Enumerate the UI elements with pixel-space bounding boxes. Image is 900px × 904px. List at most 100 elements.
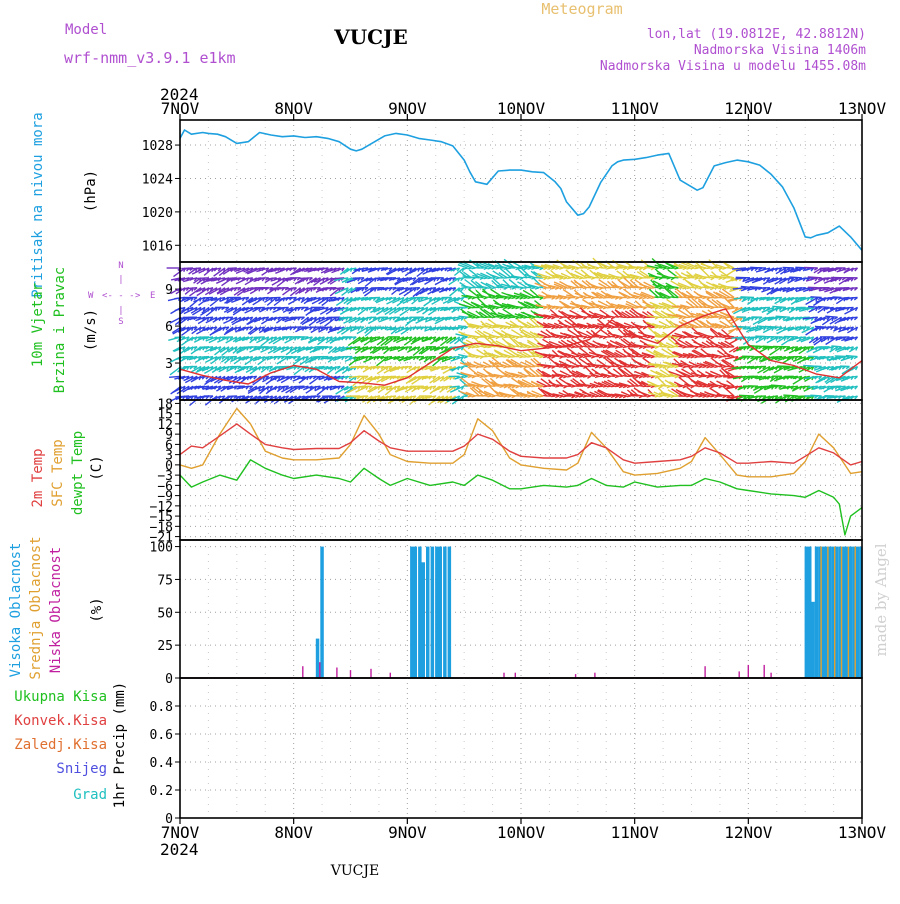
wind-barb-head: [710, 307, 714, 308]
wind-barb-head: [619, 386, 623, 387]
wind-barb-head: [543, 367, 547, 368]
compass-e-arrow: >: [135, 291, 141, 301]
wind-barb-head: [476, 396, 480, 397]
wind-barb-head: [663, 268, 667, 269]
wind-barb-head: [623, 386, 627, 387]
wind-barb-head: [718, 288, 722, 289]
pressure-units: (hPa): [83, 170, 99, 212]
wind-barb-head: [492, 366, 496, 367]
wind-barb-head: [488, 297, 492, 298]
wind-barb-head: [595, 268, 599, 269]
wind-barb: [473, 356, 483, 357]
wind-barb-head: [714, 288, 718, 289]
wind-barb-head: [679, 376, 683, 377]
wind-barb-head: [715, 357, 719, 358]
wind-barb-head: [667, 347, 671, 348]
wind-barb-head: [667, 298, 671, 299]
wind-barb-head: [559, 278, 563, 280]
wind-barb-head: [691, 367, 695, 369]
wind-barb-head: [492, 298, 496, 299]
wind-barb-head: [583, 327, 587, 328]
wind-barb-head: [520, 327, 524, 329]
wind-barb-head: [619, 317, 623, 318]
wind-barb-head: [726, 347, 730, 348]
wind-barb-head: [559, 268, 563, 269]
wind-barb-head: [464, 376, 468, 377]
wind-barb-head: [647, 357, 651, 358]
wind-barb: [736, 277, 750, 278]
wind-barb-head: [571, 337, 575, 338]
watermark: made by Angel: [872, 543, 890, 656]
wind-barb-head: [599, 367, 603, 369]
wind-barb-head: [663, 367, 667, 369]
wind-barb-head: [651, 357, 655, 358]
wind-barb-head: [472, 317, 476, 318]
wind-barb-head: [706, 317, 710, 318]
wind-barb-head: [595, 396, 599, 397]
wind-barb-head: [687, 288, 691, 289]
wind-barb-head: [583, 307, 587, 308]
wind-barb-head: [627, 396, 631, 397]
wind-barb-head: [552, 327, 556, 329]
wind-barb-head: [695, 337, 699, 339]
wind-barb-head: [591, 376, 595, 377]
wind-barb-head: [571, 386, 575, 387]
elevation: Nadmorska Visina 1406m: [694, 43, 866, 58]
wind-barb-head: [504, 367, 508, 368]
wind-barb-head: [599, 307, 603, 308]
wind-barb: [701, 277, 714, 278]
wind-barb-head: [464, 337, 468, 338]
wind-barb-head: [507, 268, 511, 269]
wind-barb-head: [488, 278, 492, 279]
wind-barb-head: [476, 367, 480, 369]
wind-barb-head: [496, 337, 500, 339]
wind-barb-head: [723, 396, 727, 398]
wind-barb-head: [492, 327, 496, 328]
wind-barb-head: [723, 278, 727, 280]
wind-barb-head: [655, 367, 659, 368]
pressure-ytick-label: 1020: [142, 206, 173, 221]
wind-barb-head: [718, 376, 722, 377]
wind-barb-head: [587, 268, 591, 269]
wind-barb-head: [623, 396, 627, 398]
wind-barb-head: [603, 298, 607, 299]
wind-barb-head: [611, 336, 615, 337]
wind-barb-head: [472, 396, 476, 397]
wind-barb-head: [663, 357, 667, 358]
wind-barb-head: [651, 395, 655, 396]
wind-barb-head: [484, 288, 488, 290]
wind-barb-head: [563, 298, 567, 299]
wind-barb-head: [539, 396, 543, 397]
wind-barb-head: [575, 317, 579, 319]
wind-barb-head: [543, 298, 547, 299]
wind-barb-head: [508, 298, 512, 300]
wind-barb: [339, 317, 352, 318]
wind-barb-head: [683, 357, 687, 358]
pressure-ytick-label: 1016: [142, 239, 173, 254]
temp-axis-title-3: dewpt Temp: [70, 431, 86, 515]
wind-barb-head: [607, 278, 611, 279]
wind-barb-head: [488, 288, 492, 289]
wind-barb-head: [651, 288, 655, 289]
wind-barb-head: [698, 307, 702, 308]
wind-barb-head: [535, 288, 539, 289]
wind-barb: [275, 288, 289, 289]
wind-barb-head: [671, 396, 675, 397]
wind-barb-head: [611, 278, 615, 279]
wind-barb-head: [655, 307, 659, 309]
wind-barb-head: [579, 396, 583, 397]
wind-barb-head: [647, 367, 651, 369]
wind-barb-head: [555, 327, 559, 328]
wind-barb-head: [555, 288, 559, 290]
wind-units: (m/s): [83, 309, 99, 351]
wind-barb-head: [559, 298, 563, 300]
wind-barb: [264, 347, 277, 348]
wind-barb-head: [702, 298, 706, 299]
wind-barb-head: [500, 386, 504, 387]
year-bottom: 2024: [160, 840, 199, 859]
wind-barb-head: [555, 396, 559, 397]
wind-barb-head: [492, 346, 496, 347]
wind-barb-head: [484, 376, 488, 377]
